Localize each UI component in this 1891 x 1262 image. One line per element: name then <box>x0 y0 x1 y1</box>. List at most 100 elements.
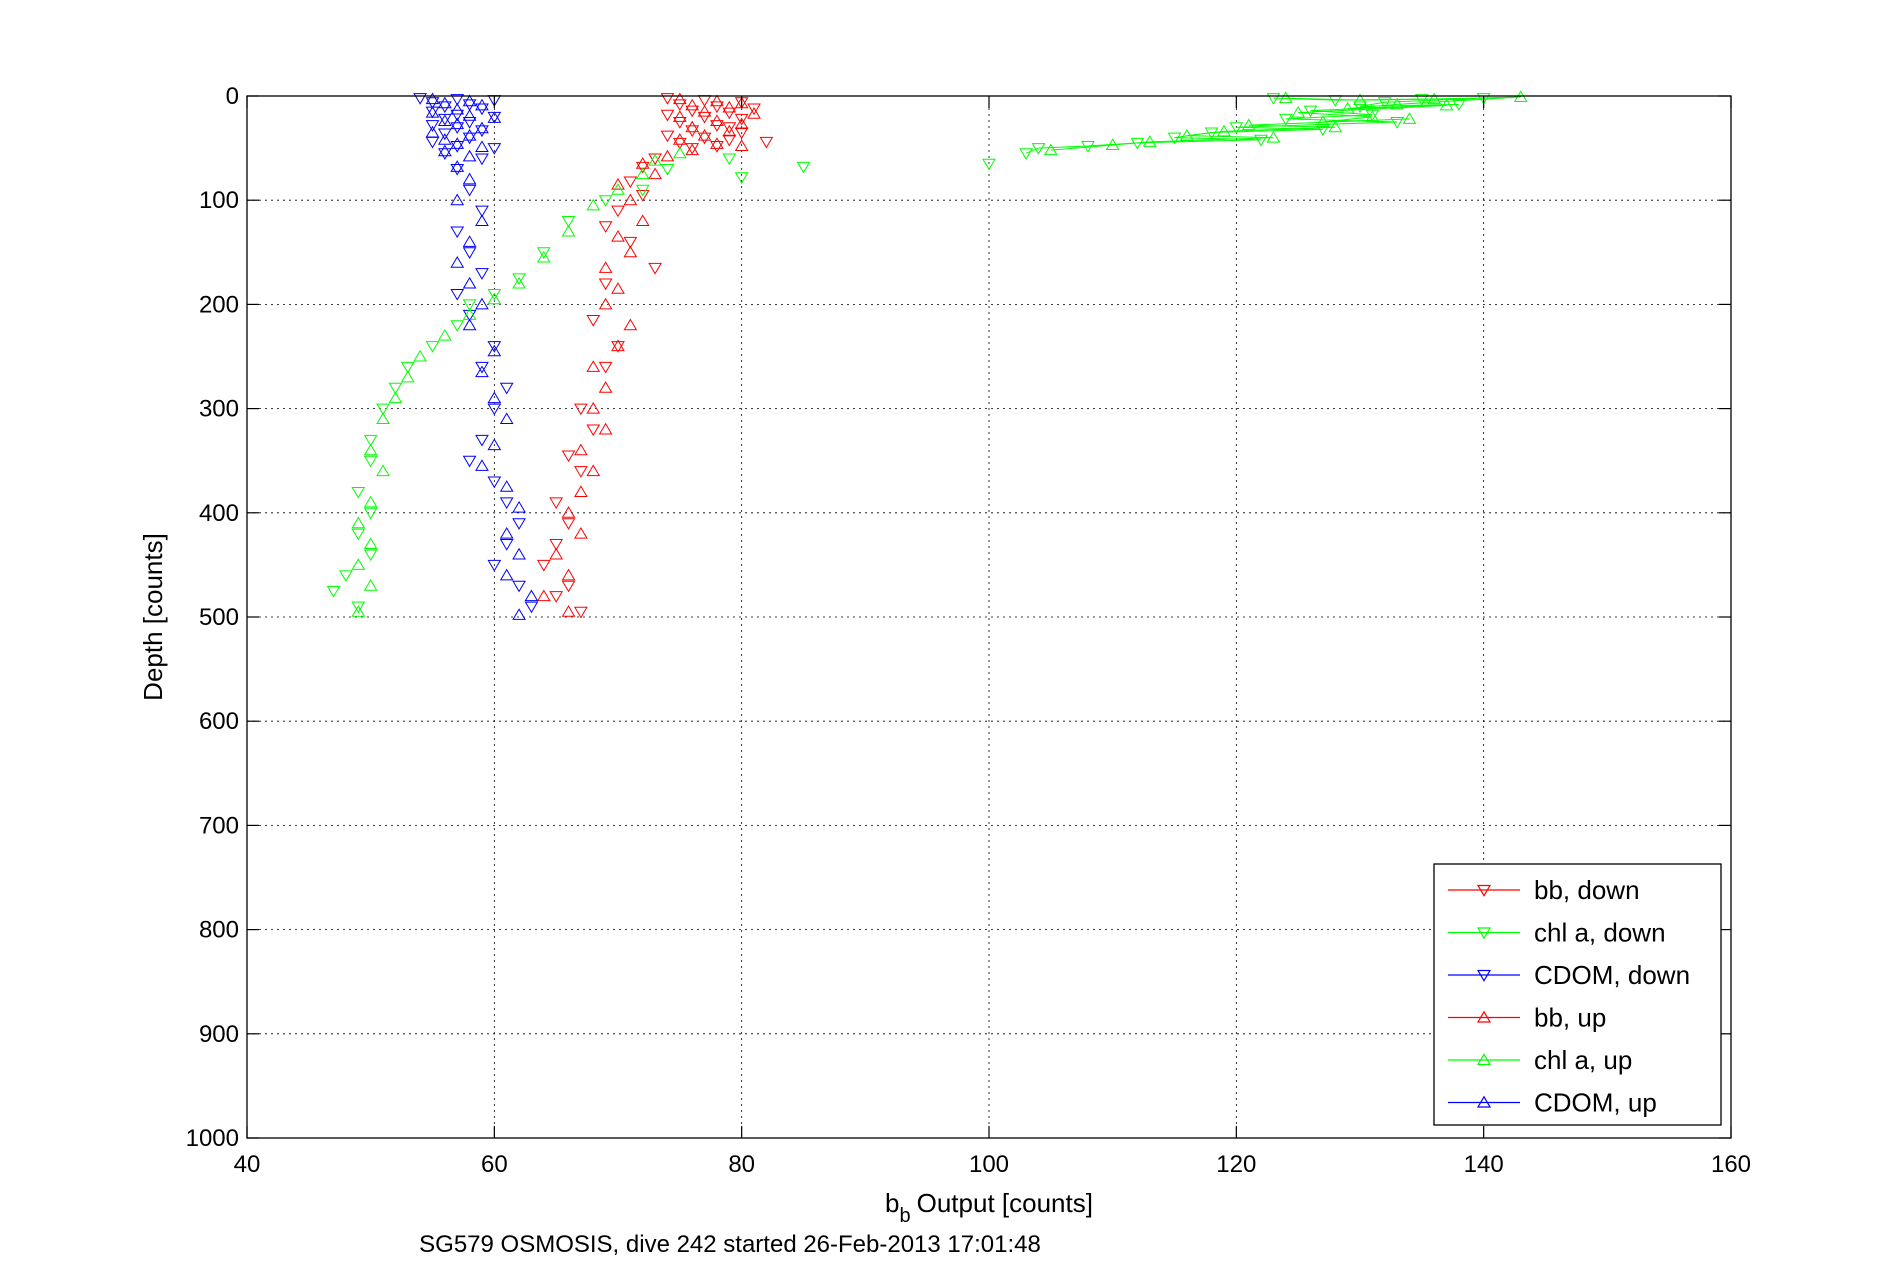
legend-label-cdom-up: CDOM, up <box>1534 1088 1657 1118</box>
y-tick-label: 600 <box>199 708 239 735</box>
legend-swatch-marker-cdom-up <box>1476 1095 1492 1108</box>
data-point-chl-a-down <box>363 507 378 520</box>
data-point-bb-down <box>574 403 588 416</box>
legend-swatch-marker-chl-a-up <box>1476 1053 1492 1066</box>
data-point-bb-down <box>672 99 687 112</box>
y-tick-label: 200 <box>199 291 239 318</box>
data-point-chl-a-down <box>462 299 477 312</box>
data-point-chl-a-up <box>363 443 378 456</box>
data-point-chl-a-up <box>1278 91 1293 104</box>
x-tick-label: 80 <box>728 1151 755 1178</box>
data-markers <box>326 90 1528 620</box>
data-point-cdom-down <box>499 382 514 395</box>
data-point-cdom-down <box>462 455 477 468</box>
data-point-chl-a-up <box>512 276 526 289</box>
data-point-cdom-down <box>450 122 465 134</box>
data-point-cdom-down <box>475 125 489 138</box>
data-point-bb-up <box>574 526 588 539</box>
data-point-cdom-down <box>450 94 465 106</box>
data-point-bb-down <box>734 127 749 140</box>
data-point-chl-a-up <box>376 464 390 477</box>
y-tick-label: 500 <box>199 604 239 631</box>
data-point-bb-down <box>635 189 650 202</box>
data-point-cdom-up <box>437 114 452 127</box>
data-point-bb-down <box>722 122 737 134</box>
data-point-cdom-down <box>462 132 477 145</box>
data-point-chl-a-down <box>450 320 465 332</box>
data-point-cdom-up <box>512 500 526 513</box>
data-point-cdom-down <box>462 99 477 112</box>
x-tick-label: 60 <box>481 1151 508 1178</box>
legend-label-cdom-down: CDOM, down <box>1534 960 1690 990</box>
legend-swatch-marker-bb-down <box>1476 884 1492 897</box>
data-point-cdom-down <box>487 341 502 353</box>
data-point-bb-down <box>611 205 625 218</box>
data-point-cdom-up <box>425 125 440 138</box>
x-axis-label-subscript: b <box>900 1205 911 1227</box>
data-point-bb-up <box>598 261 613 273</box>
x-tick-label: 40 <box>234 1151 261 1178</box>
data-point-bb-up <box>561 605 576 617</box>
data-point-cdom-up <box>475 214 489 227</box>
data-point-cdom-down <box>437 101 452 114</box>
data-point-bb-down <box>536 559 551 572</box>
data-point-bb-down <box>574 466 588 478</box>
legend-label-bb-up: bb, up <box>1534 1003 1606 1033</box>
data-point-cdom-up <box>524 589 539 602</box>
data-point-cdom-up <box>499 568 514 581</box>
data-point-chl-a-up <box>363 579 378 591</box>
data-point-cdom-up <box>462 172 477 185</box>
data-point-bb-down <box>759 136 774 149</box>
data-point-bb-up <box>685 98 700 111</box>
data-point-bb-down <box>598 278 613 291</box>
y-axis-label: Depth [counts] <box>138 533 168 701</box>
tick-labels: 40 60 80 100 120 140 160 0 100 200 300 400 500 600 700… <box>186 83 1751 1178</box>
data-point-bb-up <box>734 139 749 152</box>
y-tick-label: 900 <box>199 1021 239 1048</box>
data-point-cdom-up <box>462 109 477 121</box>
tick-marks <box>246 95 1732 1139</box>
data-point-chl-a-up <box>648 153 662 166</box>
data-point-bb-down <box>586 315 601 327</box>
data-point-bb-down <box>722 134 737 147</box>
data-point-chl-a-up <box>611 183 625 195</box>
data-point-bb-up <box>722 124 737 137</box>
data-point-bb-up <box>710 137 724 149</box>
legend-box <box>1433 863 1722 1126</box>
data-point-bb-down <box>685 105 700 118</box>
data-point-cdom-up <box>450 117 465 130</box>
y-tick-label: 100 <box>199 187 239 214</box>
data-point-chl-a-down <box>351 528 366 541</box>
data-point-bb-up <box>536 589 551 602</box>
data-point-cdom-up <box>475 459 489 471</box>
data-point-bb-up <box>561 506 576 518</box>
x-axis-label-symbol: b <box>885 1188 899 1218</box>
legend: bb, down chl a, down CDOM, down bb, up chl a… <box>1433 863 1722 1126</box>
data-point-bb-up <box>598 381 613 393</box>
data-point-chl-a-up <box>672 146 687 159</box>
data-point-chl-a-up <box>400 370 415 383</box>
data-point-chl-a-down <box>388 382 403 395</box>
data-point-cdom-up <box>462 94 477 107</box>
figure-caption: SG579 OSMOSIS, dive 242 started 26-Feb-2… <box>419 1231 1041 1258</box>
data-point-bb-up <box>635 214 650 227</box>
data-point-chl-a-up <box>376 412 390 425</box>
data-point-bb-up <box>598 422 613 435</box>
data-point-bb-up <box>549 547 564 560</box>
data-point-cdom-down <box>413 93 428 105</box>
data-point-chl-a-up <box>437 328 452 341</box>
legend-swatch-marker-cdom-down <box>1476 969 1492 982</box>
data-point-bb-down <box>660 130 675 143</box>
data-point-bb-down <box>574 606 588 619</box>
data-point-cdom-up <box>437 144 452 157</box>
data-point-cdom-up <box>487 438 502 451</box>
data-point-bb-down <box>635 161 650 174</box>
data-point-cdom-down <box>499 497 514 510</box>
data-point-cdom-up <box>499 412 514 425</box>
y-tick-label: 1000 <box>186 1125 239 1152</box>
series-bb-up <box>536 92 761 617</box>
data-point-bb-down <box>734 113 749 126</box>
data-point-chl-a-up <box>536 250 551 263</box>
data-point-cdom-up <box>512 608 526 620</box>
